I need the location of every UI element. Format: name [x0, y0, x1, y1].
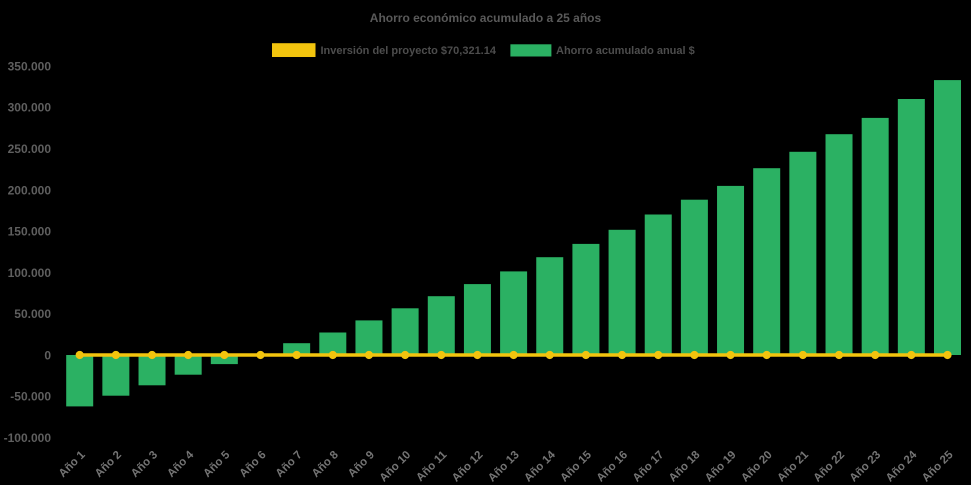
svg-text:300.000: 300.000: [8, 101, 52, 115]
svg-text:0: 0: [44, 348, 51, 362]
svg-text:Inversión del proyecto $70,321: Inversión del proyecto $70,321.14: [321, 45, 497, 57]
svg-text:200.000: 200.000: [8, 183, 52, 197]
svg-text:-50.000: -50.000: [10, 390, 51, 404]
svg-text:250.000: 250.000: [8, 142, 52, 156]
svg-text:50.000: 50.000: [14, 307, 51, 321]
svg-text:350.000: 350.000: [8, 59, 52, 73]
svg-text:-100.000: -100.000: [4, 431, 52, 445]
svg-text:Ahorro económico acumulado a 2: Ahorro económico acumulado a 25 años: [370, 11, 602, 25]
svg-text:Ahorro acumulado anual $: Ahorro acumulado anual $: [556, 45, 695, 57]
svg-text:150.000: 150.000: [8, 225, 52, 239]
svg-text:100.000: 100.000: [8, 266, 52, 280]
